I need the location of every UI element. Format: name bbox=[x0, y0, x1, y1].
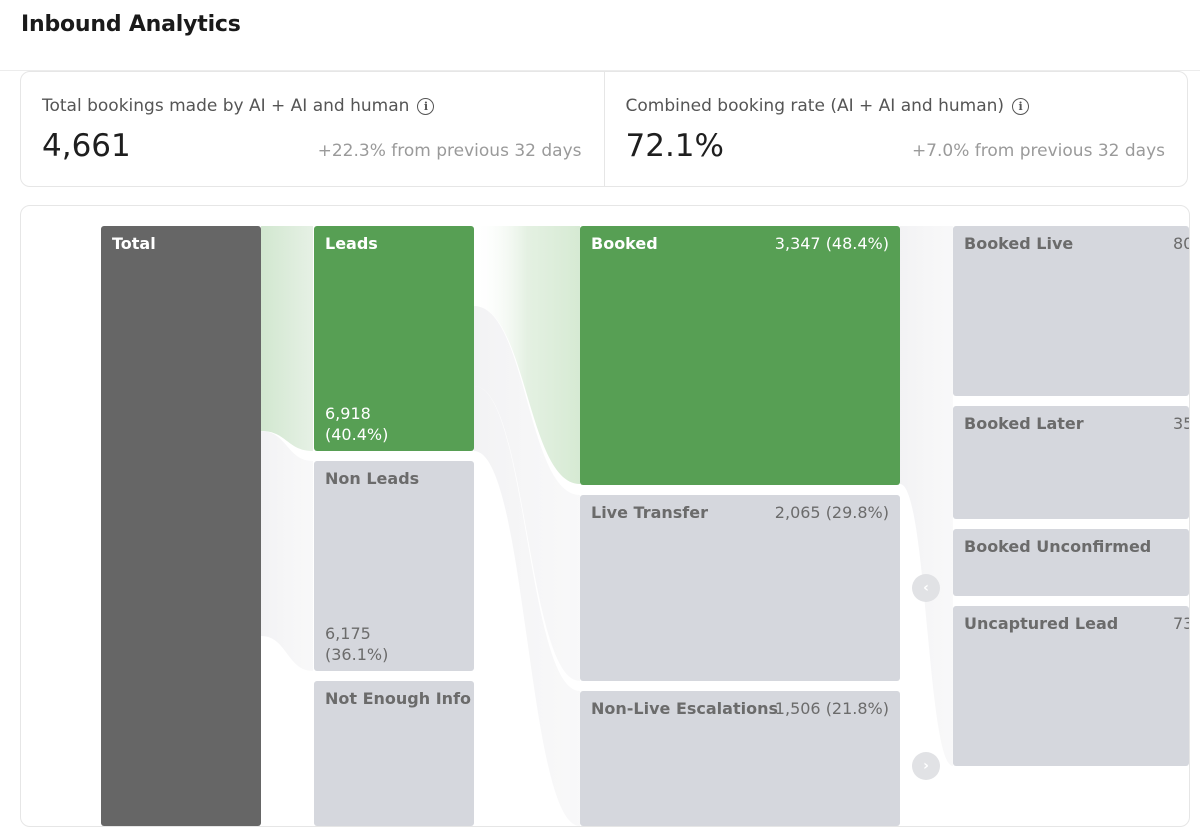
chevron-right-icon: › bbox=[923, 758, 929, 774]
node-label: Booked Live bbox=[964, 234, 1074, 253]
flow-node-booked-unconfirmed[interactable]: Booked Unconfirmed bbox=[953, 529, 1189, 596]
kpi-label-text: Total bookings made by AI + AI and human bbox=[42, 96, 410, 116]
node-value: 73 bbox=[1173, 614, 1189, 633]
node-value: 35 bbox=[1173, 414, 1189, 433]
flow-node-total[interactable]: Total bbox=[101, 226, 261, 826]
node-label: Booked Later bbox=[964, 414, 1084, 433]
kpi-label: Combined booking rate (AI + AI and human… bbox=[626, 96, 1030, 116]
node-label: Booked bbox=[591, 234, 658, 253]
node-value-count: 6,175 bbox=[325, 624, 371, 643]
node-value: 1,506 (21.8%) bbox=[774, 699, 889, 718]
kpi-value: 72.1% bbox=[625, 128, 724, 164]
link-leads-live-transfer bbox=[474, 306, 580, 681]
info-icon[interactable]: i bbox=[1012, 97, 1030, 115]
link-leads-escalations bbox=[474, 386, 580, 826]
page-title: Inbound Analytics bbox=[21, 12, 241, 37]
flow-node-booked-later[interactable]: Booked Later 35 bbox=[953, 406, 1189, 519]
flow-node-uncaptured-lead[interactable]: Uncaptured Lead 73 bbox=[953, 606, 1189, 766]
flow-node-live-transfer[interactable]: Live Transfer 2,065 (29.8%) bbox=[580, 495, 900, 681]
kpi-delta: +7.0% from previous 32 days bbox=[911, 141, 1165, 161]
flow-links bbox=[261, 226, 953, 826]
link-total-leads bbox=[261, 226, 313, 451]
node-label: Non-Live Escalations bbox=[591, 699, 778, 718]
kpi-delta: +22.3% from previous 32 days bbox=[317, 141, 582, 161]
node-label: Not Enough Info bbox=[325, 689, 472, 708]
node-label: Booked Unconfirmed bbox=[964, 537, 1152, 556]
scroll-right-button[interactable]: › bbox=[912, 752, 940, 780]
link-booked-right bbox=[900, 226, 953, 766]
flow-node-not-enough-info[interactable]: Not Enough Info bbox=[314, 681, 474, 826]
node-label: Uncaptured Lead bbox=[964, 614, 1119, 633]
link-leads-booked bbox=[474, 226, 580, 484]
flow-node-booked-live[interactable]: Booked Live 80 bbox=[953, 226, 1189, 396]
header-divider bbox=[0, 70, 1200, 71]
node-label: Live Transfer bbox=[591, 503, 708, 522]
info-icon[interactable]: i bbox=[417, 97, 435, 115]
flow-node-leads[interactable]: Leads 6,918 (40.4%) bbox=[314, 226, 474, 451]
flow-node-non-leads[interactable]: Non Leads 6,175 (36.1%) bbox=[314, 461, 474, 671]
node-label: Non Leads bbox=[325, 469, 420, 488]
node-value-percent: (40.4%) bbox=[325, 425, 389, 444]
kpi-value: 4,661 bbox=[42, 128, 131, 164]
chevron-left-icon: ‹ bbox=[923, 580, 929, 596]
node-label: Total bbox=[112, 234, 156, 253]
kpi-label: Total bookings made by AI + AI and human… bbox=[42, 96, 435, 116]
scroll-left-button[interactable]: ‹ bbox=[912, 574, 940, 602]
kpi-row: Total bookings made by AI + AI and human… bbox=[20, 71, 1188, 187]
node-value-percent: (36.1%) bbox=[325, 645, 389, 664]
kpi-label-text: Combined booking rate (AI + AI and human… bbox=[625, 96, 1005, 116]
flow-node-non-live-escalations[interactable]: Non-Live Escalations 1,506 (21.8%) bbox=[580, 691, 900, 826]
node-value: 3,347 (48.4%) bbox=[774, 234, 889, 253]
kpi-card-total-bookings: Total bookings made by AI + AI and human… bbox=[21, 72, 604, 186]
flow-node-booked[interactable]: Booked 3,347 (48.4%) bbox=[580, 226, 900, 485]
kpi-card-booking-rate: Combined booking rate (AI + AI and human… bbox=[603, 72, 1188, 186]
node-value: 6,175 (36.1%) bbox=[325, 623, 388, 665]
flow-panel: Total Leads 6,918 (40.4%) Non Leads 6,17… bbox=[20, 205, 1190, 827]
node-value-count: 6,918 bbox=[325, 404, 371, 423]
node-label: Leads bbox=[325, 234, 378, 253]
node-value: 6,918 (40.4%) bbox=[325, 403, 388, 445]
node-value: 2,065 (29.8%) bbox=[774, 503, 889, 522]
node-value: 80 bbox=[1173, 234, 1189, 253]
link-total-nonleads bbox=[261, 431, 313, 671]
